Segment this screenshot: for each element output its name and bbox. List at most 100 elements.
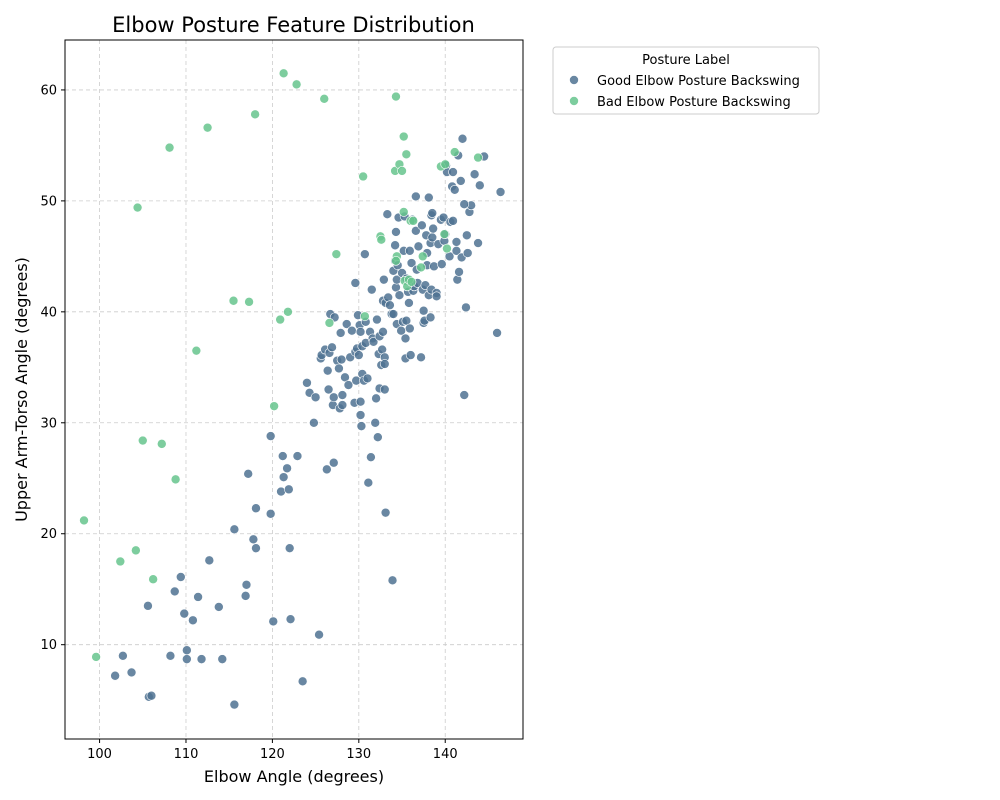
bad-posture-point: [331, 249, 342, 259]
good-posture-point: [380, 507, 391, 518]
bad-posture-point: [250, 109, 260, 120]
good-posture-point: [292, 451, 303, 461]
good-posture-point: [143, 601, 153, 611]
good-posture-point: [383, 292, 393, 303]
good-posture-point: [297, 676, 308, 687]
x-tick-label: 140: [433, 747, 458, 762]
good-posture-point: [387, 575, 398, 586]
good-posture-point: [413, 241, 424, 252]
good-posture-point: [284, 484, 294, 495]
axis-ticks: 100 110 120 130 140 10 20 30 40 50 60: [40, 83, 457, 762]
good-posture-point: [335, 328, 346, 338]
x-tick-label: 120: [260, 747, 285, 762]
bad-posture-point: [131, 545, 141, 556]
good-posture-point: [438, 212, 449, 223]
good-posture-point: [285, 614, 296, 624]
good-posture-point: [240, 591, 251, 601]
good-posture-point: [347, 325, 357, 336]
good-posture-point: [404, 298, 414, 308]
good-posture-point: [379, 384, 390, 395]
bad-posture-point: [202, 122, 213, 133]
bad-posture-point: [391, 91, 401, 102]
good-posture-point: [284, 543, 295, 553]
good-posture-point: [265, 431, 276, 441]
bad-posture-point: [473, 152, 483, 163]
good-posture-point: [431, 291, 442, 302]
good-posture-point: [372, 314, 382, 325]
y-tick-label: 10: [40, 638, 57, 653]
good-posture-point: [370, 417, 381, 428]
good-posture-point: [457, 133, 468, 144]
good-posture-point: [146, 690, 157, 701]
good-posture-point: [388, 309, 399, 319]
legend: Posture Label Good Elbow Posture Backswi…: [552, 46, 820, 115]
y-tick-label: 20: [40, 527, 57, 542]
good-posture-point: [366, 284, 377, 295]
good-posture-point: [454, 267, 464, 277]
good-posture-point: [334, 363, 344, 374]
y-tick-label: 60: [40, 83, 57, 98]
good-posture-point: [405, 350, 416, 360]
bad-posture-point: [360, 311, 370, 322]
bad-posture-point: [408, 216, 419, 226]
good-posture-point: [495, 187, 506, 197]
good-posture-point: [378, 327, 388, 337]
bad-posture-point: [440, 159, 451, 170]
good-posture-point: [459, 199, 470, 210]
good-posture-point: [368, 336, 379, 347]
y-axis-label: Upper Arm-Torso Angle (degrees): [12, 257, 31, 522]
bad-posture-point: [170, 474, 181, 485]
bad-posture-point: [269, 401, 279, 411]
bad-posture-point: [137, 435, 148, 446]
good-posture-point: [248, 534, 259, 545]
good-posture-point: [323, 384, 334, 395]
good-posture-point: [165, 650, 176, 661]
good-posture-point: [278, 472, 289, 482]
good-posture-point: [462, 230, 472, 241]
good-posture-point: [379, 359, 390, 369]
bad-posture-point: [398, 131, 409, 142]
bad-posture-point: [324, 318, 335, 328]
good-posture-point: [404, 323, 415, 334]
good-posture-point: [373, 432, 383, 443]
bad-posture-point: [439, 229, 450, 239]
good-posture-point: [436, 259, 447, 269]
good-posture-point: [385, 300, 395, 310]
good-posture-point: [469, 169, 480, 180]
bad-posture-point: [79, 515, 89, 526]
good-posture-point: [310, 392, 321, 403]
good-posture-point: [418, 305, 429, 316]
good-posture-point: [327, 342, 337, 353]
bad-posture-point: [417, 251, 428, 262]
x-axis-label: Elbow Angle (degrees): [204, 767, 384, 786]
chart-title: Elbow Posture Feature Distribution: [112, 13, 475, 37]
bad-posture-point: [115, 556, 126, 567]
bad-posture-point: [244, 297, 254, 307]
good-posture-point: [400, 333, 411, 344]
good-posture-point: [417, 220, 427, 231]
good-posture-point: [268, 616, 279, 627]
good-posture-point: [462, 248, 473, 258]
good-posture-point: [428, 223, 438, 234]
bad-posture-point: [449, 147, 460, 157]
x-tick-label: 130: [346, 747, 371, 762]
bad-posture-point: [319, 94, 330, 104]
bad-posture-point: [391, 255, 401, 266]
good-posture-point: [188, 615, 198, 626]
good-posture-point: [350, 278, 361, 288]
good-posture-point: [309, 417, 319, 428]
good-posture-point: [314, 629, 324, 640]
good-posture-point: [243, 469, 253, 479]
bad-posture-point: [416, 262, 426, 273]
good-posture-point: [366, 452, 376, 462]
good-posture-point: [193, 592, 203, 602]
good-posture-point: [360, 249, 370, 259]
y-tick-label: 30: [40, 416, 57, 431]
good-posture-point: [394, 290, 405, 300]
good-posture-point: [354, 350, 364, 360]
good-posture-point: [404, 246, 415, 256]
x-tick-label: 100: [87, 747, 112, 762]
good-posture-point: [337, 390, 348, 400]
good-posture-point: [204, 555, 215, 566]
good-posture-point: [336, 354, 347, 365]
